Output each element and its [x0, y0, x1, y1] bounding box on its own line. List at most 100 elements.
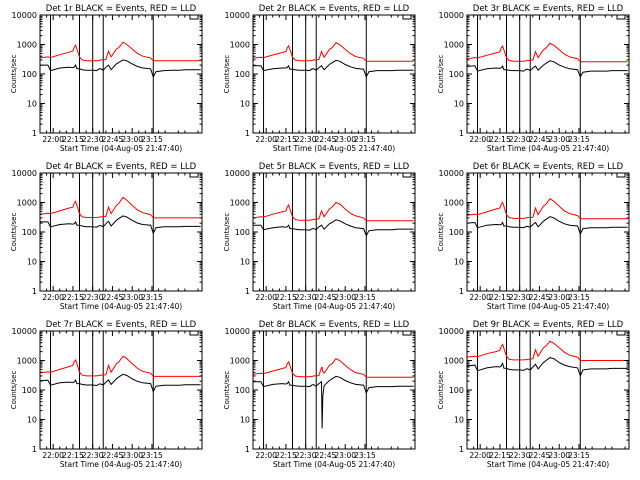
events-series-line — [466, 216, 628, 236]
x-tick-label: 22:45 — [315, 293, 337, 302]
y-tick-label: 10000 — [225, 327, 250, 336]
top-marker — [402, 173, 412, 178]
x-tick-label: 23:00 — [121, 293, 143, 302]
panel-title: Det 4r BLACK = Events, RED = LLD — [46, 162, 197, 172]
y-tick-label: 10000 — [439, 11, 464, 20]
x-tick-label: 23:15 — [568, 135, 590, 144]
lld-series-line — [39, 355, 201, 377]
y-tick-label: 100 — [449, 386, 464, 395]
events-series-line — [253, 375, 414, 429]
x-tick-label: 23:00 — [121, 135, 143, 144]
y-tick-label: 1000 — [17, 41, 37, 50]
x-tick-label: 22:30 — [509, 293, 531, 302]
y-tick-label: 1 — [459, 287, 464, 296]
x-tick-label: 23:15 — [354, 451, 376, 460]
x-tick-label: 22:00 — [469, 293, 491, 302]
y-tick-label: 100 — [235, 228, 250, 237]
x-axis-label: Start Time (04-Aug-05 21:47:40) — [487, 302, 609, 311]
y-tick-label: 100 — [22, 70, 37, 79]
y-tick-label: 10000 — [439, 327, 464, 336]
y-tick-label: 10000 — [12, 11, 37, 20]
events-series-line — [253, 59, 414, 79]
plot-frame — [39, 172, 203, 292]
plot-frame — [252, 14, 416, 134]
y-tick-label: 1 — [245, 445, 250, 454]
panel-title: Det 3r BLACK = Events, RED = LLD — [473, 4, 624, 14]
lld-series-line — [39, 41, 201, 62]
events-series-line — [39, 373, 201, 393]
y-tick-label: 10 — [454, 100, 464, 109]
x-tick-label: 22:00 — [42, 293, 64, 302]
x-tick-label: 22:00 — [255, 135, 277, 144]
x-axis-label: Start Time (04-Aug-05 21:47:40) — [60, 302, 182, 311]
y-tick-label: 1 — [459, 445, 464, 454]
x-tick-label: 23:00 — [334, 135, 356, 144]
lld-series-line — [252, 358, 414, 378]
y-axis-label: Counts/sec — [437, 55, 445, 94]
y-tick-label: 1000 — [17, 199, 37, 208]
x-tick-label: 22:15 — [489, 135, 511, 144]
x-axis-label: Start Time (04-Aug-05 21:47:40) — [60, 144, 182, 153]
y-tick-label: 1 — [32, 129, 37, 138]
x-tick-label: 22:15 — [62, 451, 84, 460]
plot-frame — [39, 330, 203, 450]
y-tick-label: 10 — [27, 100, 37, 109]
y-tick-label: 1000 — [230, 357, 250, 366]
x-tick-label: 22:15 — [489, 293, 511, 302]
x-tick-label: 22:30 — [82, 451, 104, 460]
y-axis-label: Counts/sec — [223, 213, 231, 252]
x-axis-label: Start Time (04-Aug-05 21:47:40) — [60, 460, 182, 469]
x-tick-label: 22:30 — [295, 451, 317, 460]
y-tick-label: 10 — [27, 258, 37, 267]
x-tick-label: 22:45 — [315, 135, 337, 144]
top-marker — [402, 331, 412, 336]
y-tick-label: 10 — [454, 416, 464, 425]
x-tick-label: 22:45 — [102, 451, 124, 460]
panel-det-8: 1 10 100 1000 10000 22:0022:1522:3022:4523:00… — [223, 320, 416, 469]
x-tick-label: 22:45 — [102, 135, 124, 144]
lld-series-line — [39, 196, 201, 219]
x-tick-label: 22:30 — [82, 293, 104, 302]
x-tick-label: 22:15 — [275, 451, 297, 460]
x-tick-label: 22:30 — [295, 135, 317, 144]
y-tick-label: 1 — [459, 129, 464, 138]
y-tick-label: 100 — [22, 228, 37, 237]
x-axis-label: Start Time (04-Aug-05 21:47:40) — [487, 460, 609, 469]
top-marker — [189, 15, 199, 20]
x-tick-label: 23:15 — [141, 293, 163, 302]
x-tick-label: 22:00 — [469, 135, 491, 144]
y-tick-label: 10 — [240, 416, 250, 425]
y-axis-label: Counts/sec — [223, 371, 231, 410]
top-marker — [616, 173, 626, 178]
x-tick-label: 22:15 — [275, 135, 297, 144]
top-marker — [616, 15, 626, 20]
y-tick-label: 10000 — [12, 169, 37, 178]
x-tick-label: 22:00 — [255, 451, 277, 460]
x-tick-label: 22:30 — [82, 135, 104, 144]
x-tick-label: 22:45 — [529, 293, 551, 302]
x-tick-label: 23:15 — [141, 451, 163, 460]
top-marker — [189, 173, 199, 178]
plot-frame — [252, 330, 416, 450]
events-series-line — [40, 215, 201, 235]
y-tick-label: 100 — [235, 70, 250, 79]
y-tick-label: 10 — [240, 258, 250, 267]
plot-frame — [252, 172, 416, 292]
y-tick-label: 10000 — [225, 169, 250, 178]
y-tick-label: 10000 — [12, 327, 37, 336]
panel-det-3: 1 10 100 1000 10000 22:0022:1522:3022:4523:00… — [437, 4, 630, 153]
lld-series-line — [466, 340, 628, 361]
y-axis-label: Counts/sec — [437, 371, 445, 410]
y-tick-label: 100 — [449, 228, 464, 237]
x-tick-label: 23:15 — [568, 451, 590, 460]
panel-title: Det 6r BLACK = Events, RED = LLD — [473, 162, 624, 172]
y-tick-label: 1 — [32, 445, 37, 454]
y-axis-label: Counts/sec — [223, 55, 231, 94]
events-series-line — [40, 59, 201, 79]
x-axis-label: Start Time (04-Aug-05 21:47:40) — [273, 460, 395, 469]
y-tick-label: 1 — [245, 287, 250, 296]
lld-series-line — [466, 198, 628, 220]
top-marker — [616, 331, 626, 336]
y-axis-label: Counts/sec — [10, 371, 18, 410]
x-tick-label: 22:45 — [315, 451, 337, 460]
